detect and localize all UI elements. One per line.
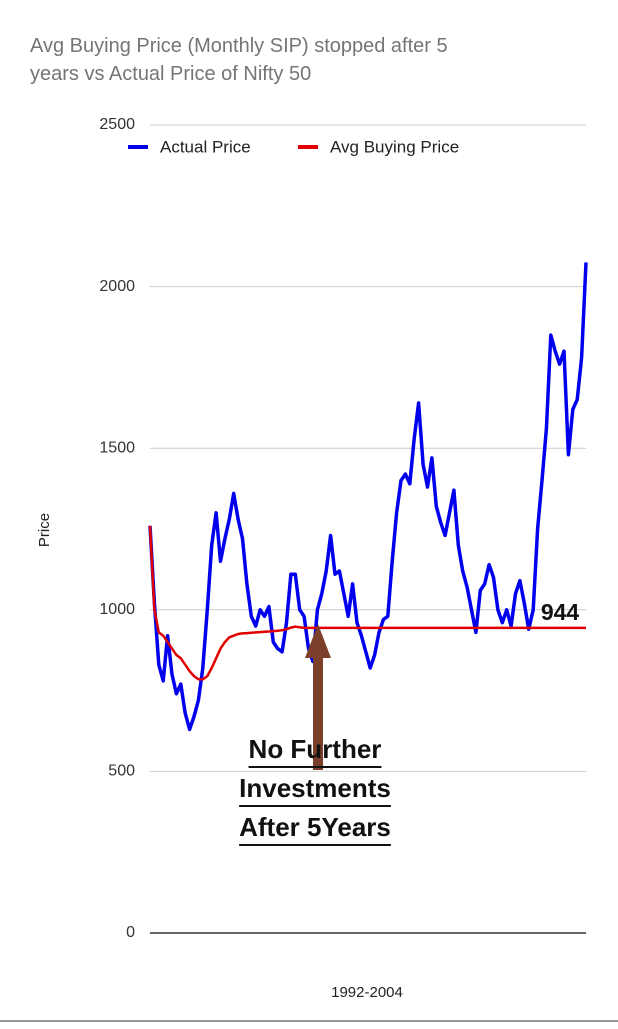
y-tick-label: 0 <box>126 924 135 941</box>
chart-title: Avg Buying Price (Monthly SIP) stopped a… <box>30 35 448 85</box>
y-tick-label: 2000 <box>99 278 135 295</box>
series-line <box>148 262 588 732</box>
arrow-head <box>305 624 331 658</box>
y-tick-label: 1500 <box>99 439 135 456</box>
title-line: Avg Buying Price (Monthly SIP) stopped a… <box>30 35 448 57</box>
legend-label: Avg Buying Price <box>330 137 459 156</box>
legend-label: Actual Price <box>160 137 251 156</box>
y-tick-label: 500 <box>108 763 135 780</box>
annotation-line: After 5Years <box>239 812 391 842</box>
x-axis-label: 1992-2004 <box>331 984 403 1001</box>
series-line <box>148 525 586 681</box>
y-tick-label: 2500 <box>99 116 135 133</box>
annotation-line: Investments <box>239 773 391 803</box>
annotation-line: No Further <box>249 734 382 764</box>
y-axis-label: Price <box>36 513 53 547</box>
value-annotation: 944 <box>541 599 580 625</box>
y-tick-label: 1000 <box>99 601 135 618</box>
title-line: years vs Actual Price of Nifty 50 <box>30 63 311 85</box>
